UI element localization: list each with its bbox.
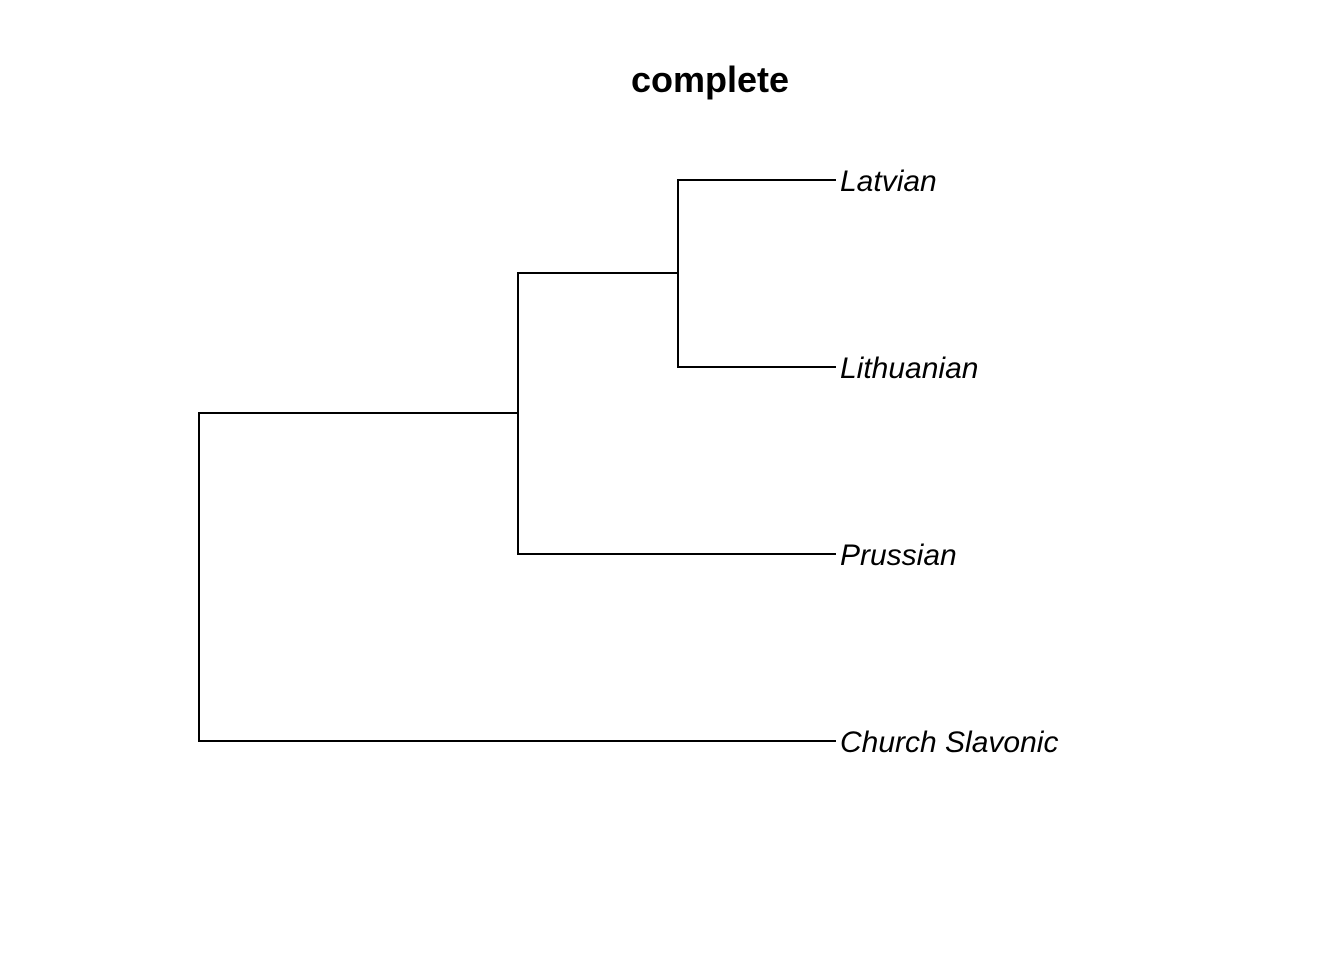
leaf-label-latvian: Latvian <box>840 165 937 198</box>
leaf-label-prussian: Prussian <box>840 539 957 572</box>
leaf-label-lithuanian: Lithuanian <box>840 352 978 385</box>
leaf-label-church-slavonic: Church Slavonic <box>840 726 1058 759</box>
branch-latvian-lithuanian <box>677 179 836 368</box>
plot-title: complete <box>631 59 789 100</box>
branch-root <box>198 412 836 742</box>
